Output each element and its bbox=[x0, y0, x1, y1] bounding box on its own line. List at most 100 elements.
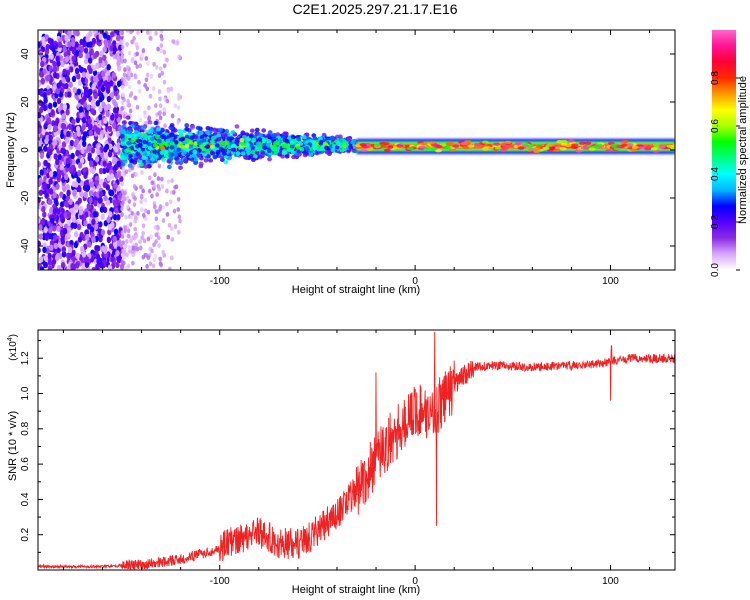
spectrogram-cell bbox=[50, 217, 55, 224]
spectrogram-cell bbox=[156, 127, 161, 132]
spectrogram-cell bbox=[113, 85, 118, 92]
spectrogram-cell bbox=[85, 35, 90, 43]
spectrogram-cell bbox=[138, 117, 143, 123]
spectrogram-cell bbox=[444, 146, 452, 150]
spectrogram-cell bbox=[360, 148, 368, 152]
spectrogram-cell bbox=[254, 147, 260, 152]
spectrogram-cell bbox=[109, 189, 114, 197]
spectrogram-cell bbox=[88, 196, 93, 204]
spectrogram-cell bbox=[159, 142, 164, 147]
spectrogram-cell bbox=[179, 137, 185, 142]
spectrogram-cell bbox=[92, 64, 97, 72]
spectrogram-cell bbox=[289, 140, 295, 145]
spectrogram-cell bbox=[62, 228, 68, 235]
spectrogram-cell bbox=[134, 233, 139, 239]
spectrogram-cell bbox=[64, 34, 69, 42]
spectrogram-cell bbox=[125, 239, 129, 244]
spectrogram-cell bbox=[170, 178, 174, 184]
spectrogram-cell bbox=[59, 213, 64, 220]
spectrogram-cell bbox=[48, 188, 54, 195]
spectrogram-cell bbox=[43, 261, 48, 269]
spectrogram-cell bbox=[348, 145, 354, 150]
spectrogram-cell bbox=[61, 113, 66, 120]
spectrogram-cell bbox=[224, 128, 230, 134]
spectrogram-cell bbox=[46, 117, 52, 124]
spectrogram-cell bbox=[133, 196, 137, 201]
spectrogram-cell bbox=[158, 96, 162, 102]
spectrogram-cell bbox=[66, 211, 72, 218]
spectrogram-cell bbox=[116, 60, 121, 67]
spectrogram-cell bbox=[64, 137, 70, 144]
spectrogram-cell bbox=[80, 147, 85, 155]
spectrogram-cell bbox=[199, 144, 204, 150]
spectrogram-cell bbox=[159, 150, 165, 155]
spectrogram-cell bbox=[98, 191, 104, 198]
spectrogram-y-tick-label: 20 bbox=[20, 96, 31, 108]
spectrogram-cell bbox=[115, 250, 120, 257]
spectrogram-cell bbox=[584, 141, 592, 145]
spectrogram-cell bbox=[98, 91, 104, 99]
spectrogram-cell bbox=[42, 91, 47, 99]
spectrogram-cell bbox=[173, 103, 178, 109]
spectrogram-cell bbox=[49, 244, 54, 251]
spectrogram-cell bbox=[91, 266, 96, 270]
spectrogram-cell bbox=[102, 54, 107, 61]
spectrogram-cell bbox=[112, 199, 118, 207]
spectrogram-cell bbox=[157, 73, 162, 78]
spectrogram-cell bbox=[42, 246, 47, 254]
spectrogram-cell bbox=[140, 207, 144, 213]
spectrogram-cell bbox=[103, 80, 109, 87]
spectrogram-cell bbox=[386, 145, 394, 149]
spectrogram-cell bbox=[261, 128, 267, 133]
spectrogram-cell bbox=[248, 133, 254, 139]
spectrogram-cell bbox=[291, 154, 296, 160]
spectrogram-cell bbox=[120, 212, 124, 218]
spectrogram-cell bbox=[148, 93, 153, 99]
spectrogram-cell bbox=[547, 146, 555, 150]
spectrogram-cell bbox=[267, 130, 273, 135]
spectrogram-cell bbox=[120, 162, 126, 167]
spectrogram-cell bbox=[130, 173, 135, 179]
spectrogram-cell bbox=[106, 95, 112, 103]
spectrogram-cell bbox=[87, 155, 92, 162]
spectrogram-cell bbox=[83, 47, 89, 54]
spectrogram-cell bbox=[45, 134, 50, 142]
spectrogram-cell bbox=[202, 152, 208, 157]
spectrogram-cell bbox=[87, 117, 92, 125]
spectrogram-cell bbox=[113, 89, 118, 97]
spectrogram-cell bbox=[158, 103, 163, 109]
spectrogram-cell bbox=[144, 55, 149, 61]
spectrogram-cell bbox=[70, 222, 75, 229]
spectrogram-cell bbox=[121, 166, 126, 172]
spectrogram-cell bbox=[122, 159, 128, 164]
spectrogram-cell bbox=[462, 146, 470, 150]
spectrogram-cell bbox=[132, 184, 137, 189]
spectrogram-cell bbox=[205, 125, 211, 131]
spectrogram-cell bbox=[77, 162, 83, 169]
spectrogram-cell bbox=[123, 225, 128, 231]
spectrogram-cell bbox=[201, 138, 206, 143]
snr-background bbox=[38, 330, 675, 570]
spectrogram-cell bbox=[144, 208, 148, 214]
spectrogram-cell bbox=[153, 120, 159, 126]
spectrogram-cell bbox=[106, 162, 112, 169]
spectrogram-cell bbox=[162, 111, 167, 117]
spectrogram-cell bbox=[56, 173, 61, 181]
spectrogram-cell bbox=[152, 183, 156, 189]
spectrogram-cell bbox=[234, 124, 240, 129]
spectrogram-cell bbox=[240, 151, 246, 156]
spectrogram-cell bbox=[112, 46, 118, 53]
spectrogram-cell bbox=[138, 133, 144, 138]
spectrogram-cell bbox=[71, 158, 76, 166]
spectrogram-cell bbox=[110, 255, 115, 263]
snr-y-tick-label: 0.2 bbox=[20, 527, 31, 541]
spectrogram-cell bbox=[85, 52, 90, 60]
spectrogram-cell bbox=[137, 79, 141, 85]
spectrogram-cell bbox=[270, 133, 276, 138]
spectrogram-cell bbox=[93, 92, 98, 100]
spectrogram-cell bbox=[588, 147, 596, 151]
spectrogram-cell bbox=[504, 140, 512, 144]
snr-y-label: SNR (10 * v/v) bbox=[7, 411, 19, 481]
spectrogram-cell bbox=[45, 247, 50, 255]
spectrogram-cell bbox=[139, 162, 144, 167]
